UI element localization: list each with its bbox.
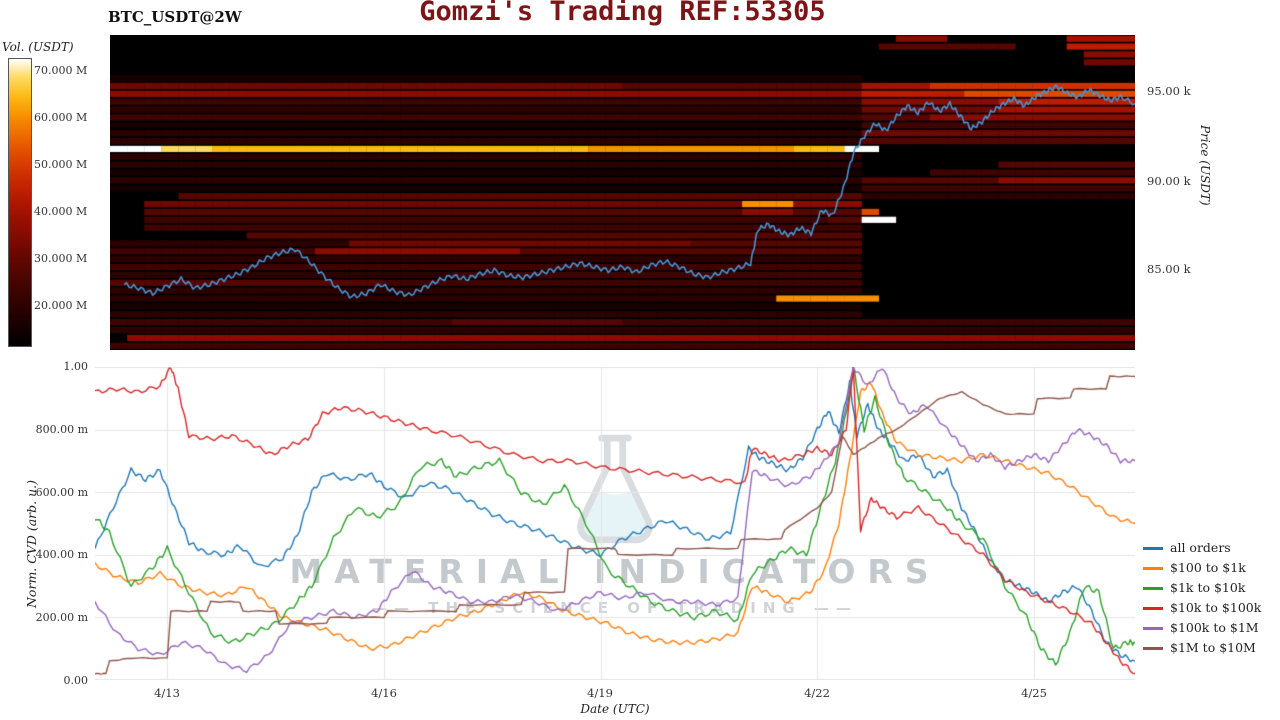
colorbar-tick: 60.000 M	[34, 111, 88, 124]
price-tick: 85.00 k	[1147, 262, 1191, 276]
legend-label: $100 to $1k	[1170, 560, 1246, 575]
legend-item[interactable]: $10k to $100k	[1143, 601, 1261, 615]
y-tick: 0.00	[63, 673, 89, 687]
cvd-plot[interactable]	[95, 367, 1135, 680]
x-tick: 4/25	[1021, 686, 1047, 700]
legend-swatch	[1143, 646, 1163, 650]
colorbar-ticks: 70.000 M 60.000 M 50.000 M 40.000 M 30.0…	[34, 64, 104, 312]
cvd-y-axis-label: Norm. CVD (arb. u.)	[24, 480, 39, 608]
symbol-label: BTC_USDT@2W	[108, 8, 242, 26]
y-tick: 400.00 m	[35, 548, 88, 562]
y-tick: 200.00 m	[35, 611, 88, 625]
cvd-canvas[interactable]	[95, 367, 1135, 680]
y-tick: 600.00 m	[35, 485, 88, 499]
colorbar-tick: 50.000 M	[34, 158, 88, 171]
legend-item[interactable]: all orders	[1143, 541, 1261, 555]
legend-label: $1M to $10M	[1170, 640, 1256, 655]
x-tick: 4/22	[804, 686, 830, 700]
legend-label: $1k to $10k	[1170, 580, 1246, 595]
legend-label: $10k to $100k	[1170, 600, 1262, 615]
colorbar-tick: 40.000 M	[34, 205, 88, 218]
legend-item[interactable]: $1k to $10k	[1143, 581, 1261, 595]
legend-swatch	[1143, 546, 1163, 550]
colorbar-tick: 30.000 M	[34, 252, 88, 265]
price-tick: 90.00 k	[1147, 174, 1191, 188]
heatmap-canvas[interactable]	[110, 35, 1135, 350]
legend-swatch	[1143, 626, 1163, 630]
y-tick: 800.00 m	[35, 422, 88, 436]
colorbar-title: Vol. (USDT)	[2, 40, 74, 54]
price-tick: 95.00 k	[1147, 84, 1191, 98]
x-tick: 4/13	[154, 686, 180, 700]
legend-item[interactable]: $100 to $1k	[1143, 561, 1261, 575]
x-tick: 4/16	[371, 686, 397, 700]
legend-label: all orders	[1170, 540, 1231, 555]
volume-heatmap-plot[interactable]	[110, 35, 1135, 350]
legend-label: $100k to $1M	[1170, 620, 1259, 635]
legend-swatch	[1143, 606, 1163, 610]
legend-swatch	[1143, 586, 1163, 590]
legend-item[interactable]: $100k to $1M	[1143, 621, 1261, 635]
page-title: Gomzi's Trading REF:53305	[419, 0, 826, 27]
colorbar-tick: 70.000 M	[34, 64, 88, 77]
x-tick: 4/19	[587, 686, 613, 700]
price-axis-label: Price (USDT)	[1198, 125, 1212, 206]
colorbar-gradient	[8, 58, 32, 347]
legend-item[interactable]: $1M to $10M	[1143, 641, 1261, 655]
y-tick: 1.00	[63, 360, 89, 373]
legend-swatch	[1143, 566, 1163, 570]
colorbar-tick: 20.000 M	[34, 299, 88, 312]
x-axis-label: Date (UTC)	[580, 702, 650, 716]
legend: all orders $100 to $1k $1k to $10k $10k …	[1143, 541, 1261, 655]
cvd-y-axis: 1.00 800.00 m 600.00 m 400.00 m 200.00 m…	[0, 360, 88, 687]
